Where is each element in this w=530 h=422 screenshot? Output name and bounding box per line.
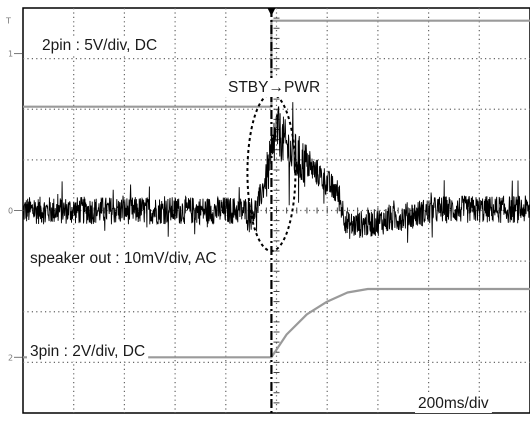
trigger-level-marker: T (5, 17, 11, 26)
channel-marker-0: 1 (8, 50, 13, 59)
label-2pin-group: 2pin : 5V/div, DC (39, 36, 161, 55)
label-3pin-bg (27, 342, 149, 361)
label-2pin-bg (39, 36, 161, 55)
label-2pin: 2pin : 5V/div, DC (42, 37, 157, 54)
label-event-group: STBY→PWR (225, 78, 324, 97)
label-event: STBY→PWR (228, 79, 320, 96)
label-3pin-group: 3pin : 2V/div, DC (27, 342, 149, 361)
label-event-bg (225, 78, 324, 97)
channel-marker-1: 0 (8, 207, 13, 216)
trigger-position-icon (267, 8, 276, 16)
label-speaker-out-group: speaker out : 10mV/div, AC (27, 249, 220, 268)
labels: T 1 0 2 2pin : 5V/div, DC STBY→PWR speaker out… (5, 17, 492, 413)
channel-marker-2: 2 (8, 353, 13, 362)
trace-3pin (23, 287, 530, 359)
label-3pin: 3pin : 2V/div, DC (30, 343, 145, 360)
label-speaker-out: speaker out : 10mV/div, AC (30, 250, 217, 267)
label-timebase-bg (415, 394, 492, 413)
label-timebase-group: 200ms/div (415, 394, 492, 413)
label-timebase: 200ms/div (418, 395, 489, 412)
trace-speaker-out (22, 102, 530, 243)
label-speaker-out-bg (27, 249, 220, 268)
